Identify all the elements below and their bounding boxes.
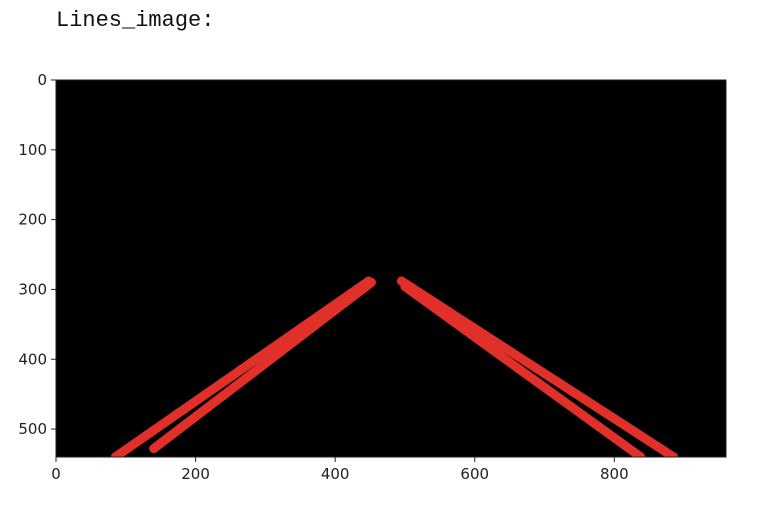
left-lane-line-outer <box>110 276 374 457</box>
y-tick-label: 200 <box>18 211 47 229</box>
right-lane-line-outer <box>396 276 679 457</box>
right-lane-line-inner <box>400 282 646 457</box>
y-axis: 0 100 200 300 400 500 <box>18 71 56 438</box>
y-tick-label: 300 <box>18 280 47 298</box>
x-tick-label: 200 <box>181 465 210 483</box>
x-tick-label: 400 <box>321 465 350 483</box>
y-tick-label: 500 <box>18 420 47 438</box>
x-tick-label: 0 <box>51 465 61 483</box>
cell-output-label: Lines_image: <box>56 8 215 33</box>
y-tick-label: 400 <box>18 350 47 368</box>
lane-lines <box>110 276 679 457</box>
x-tick-label: 800 <box>600 465 629 483</box>
x-tick-label: 600 <box>460 465 489 483</box>
x-axis: 0 200 400 600 800 <box>51 457 629 483</box>
plot-area <box>55 79 727 458</box>
image-background <box>56 80 726 457</box>
axes-frame <box>55 79 727 458</box>
y-tick-label: 0 <box>37 71 47 89</box>
left-lane-line-inner <box>149 277 376 454</box>
y-tick-label: 100 <box>18 141 47 159</box>
